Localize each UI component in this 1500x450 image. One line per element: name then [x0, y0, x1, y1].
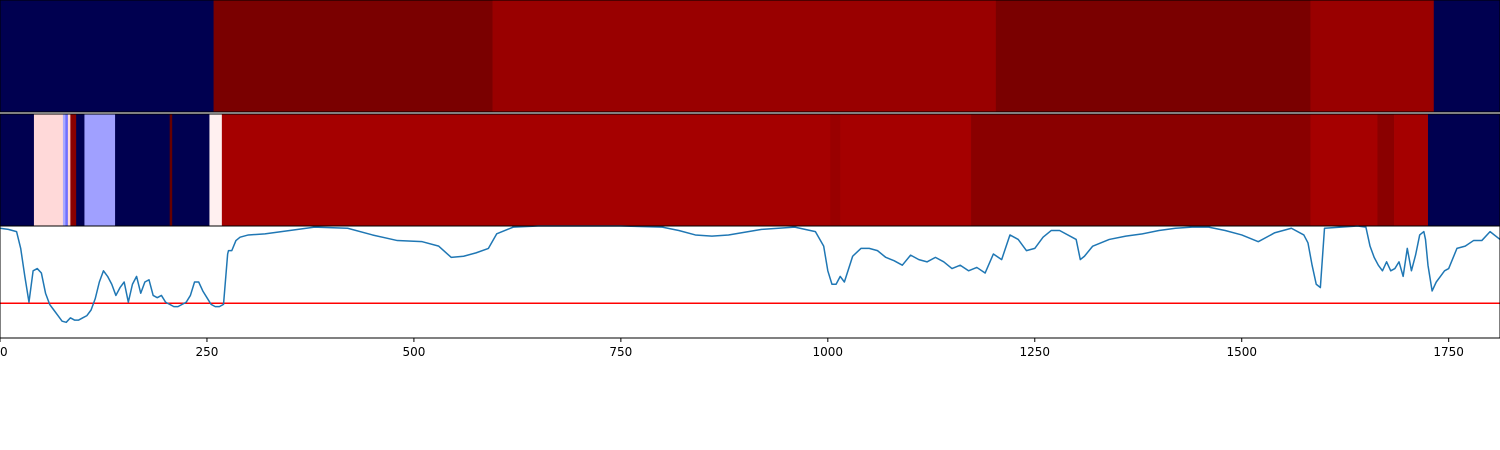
x-tick-label-1500: 1500	[1226, 345, 1257, 359]
track-1-segment-7	[84, 114, 92, 226]
track-1-segment-1	[33, 114, 64, 226]
track-0-segment-5	[1433, 0, 1500, 112]
track-1-segment-19	[1394, 114, 1429, 226]
track-1-segment-0	[0, 114, 35, 226]
track-1-segment-17	[1310, 114, 1378, 226]
x-tick-label-500: 500	[402, 345, 425, 359]
track-1-segment-10	[169, 114, 173, 226]
track-1-segment-9	[115, 114, 171, 226]
track-1-segment-20	[1427, 114, 1500, 226]
x-axis: 0 250 500 750 1000 1250 1500 1750	[0, 338, 1464, 359]
track-1-segment-2	[62, 114, 66, 226]
x-tick-label-250: 250	[196, 345, 219, 359]
x-tick-label-1750: 1750	[1433, 345, 1464, 359]
track-1-segment-13	[221, 114, 831, 226]
track-1-segment-11	[172, 114, 210, 226]
track-1-segment-16	[971, 114, 1311, 226]
track-1-segment-12	[209, 114, 223, 226]
track-0-segment-4	[1310, 0, 1435, 112]
track-1-segment-18	[1377, 114, 1395, 226]
track-1-segment-14	[830, 114, 841, 226]
line-panel	[0, 225, 1500, 339]
track-0-segment-0	[0, 0, 214, 112]
x-tick-label-0: 0	[0, 345, 8, 359]
track-1-segment-6	[76, 114, 85, 226]
track-1-segment-8	[91, 114, 116, 226]
x-tick-label-1000: 1000	[813, 345, 844, 359]
track-0-segment-1	[213, 0, 493, 112]
track-1-segment-5	[70, 114, 77, 226]
track-1-segment-4	[67, 114, 71, 226]
segment-track-top	[0, 0, 1500, 112]
top-track-frame	[0, 0, 1500, 113]
segment-track-middle	[0, 114, 1500, 226]
track-0-segment-3	[995, 0, 1311, 112]
track-1-segment-3	[65, 114, 69, 226]
track-0-segment-2	[492, 0, 997, 112]
line-panel-frame	[0, 225, 1500, 339]
line-panel-background	[0, 226, 1500, 338]
x-tick-label-750: 750	[609, 345, 632, 359]
x-tick-label-1250: 1250	[1019, 345, 1050, 359]
track-1-segment-15	[840, 114, 972, 226]
